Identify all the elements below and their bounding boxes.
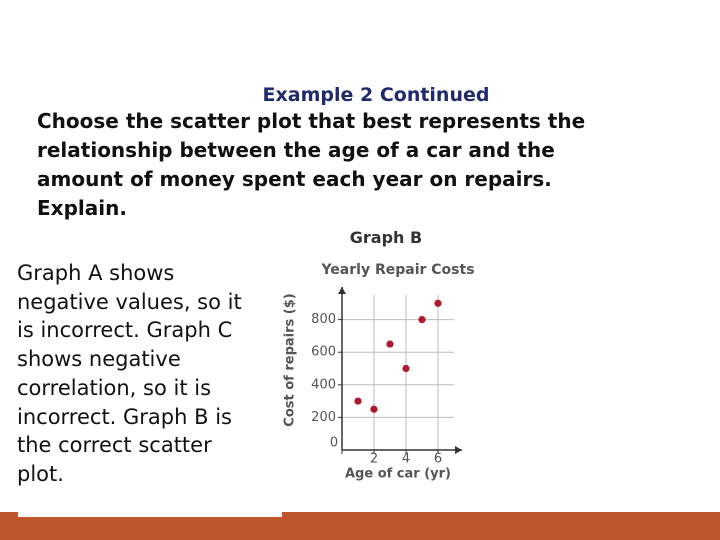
point [418,316,426,324]
text-line: amount of money spent each year on repai… [37,167,552,191]
x-tick-label: 4 [402,452,410,467]
chart-title: Yearly Repair Costs [320,262,474,278]
x-tick-label: 0 [330,436,338,451]
x-arrow [455,446,462,454]
text-line: negative values, so it [17,289,242,314]
y-axis-label: Cost of repairs ($) [283,293,298,426]
point [354,397,362,405]
text-line: plot. [17,461,64,486]
y-tick-label: 400 [311,377,336,392]
graph-label: Graph B [349,228,423,247]
footer-box [18,498,282,517]
point [386,340,394,348]
point [370,405,378,413]
question: Choose the scatter plot that best repres… [37,107,585,223]
y-tick-label: 200 [311,410,336,425]
y-arrow [338,287,346,294]
text-line: incorrect. Graph B is [17,404,232,429]
x-tick-label: 2 [370,452,378,467]
text-line: Choose the scatter plot that best repres… [37,109,586,133]
heading: Example 2 Continued [262,84,490,106]
y-tick-label: 600 [311,345,336,360]
text-line: the correct scatter [17,433,212,458]
x-axis-label: Age of car (yr) [345,467,451,482]
text-line: shows negative [17,347,181,372]
text-line: is incorrect. Graph C [17,318,233,343]
x-tick-label: 6 [434,452,442,467]
explanation: Graph A shows negative values, so it is in… [17,259,242,489]
text-line: Graph A shows [17,261,175,285]
text-line: relationship between the age of a car an… [37,138,555,162]
y-tick-label: 800 [311,312,336,327]
text-line: correlation, so it is [17,375,212,400]
text-line: Explain. [37,196,127,220]
point [402,364,410,373]
point [434,299,442,307]
